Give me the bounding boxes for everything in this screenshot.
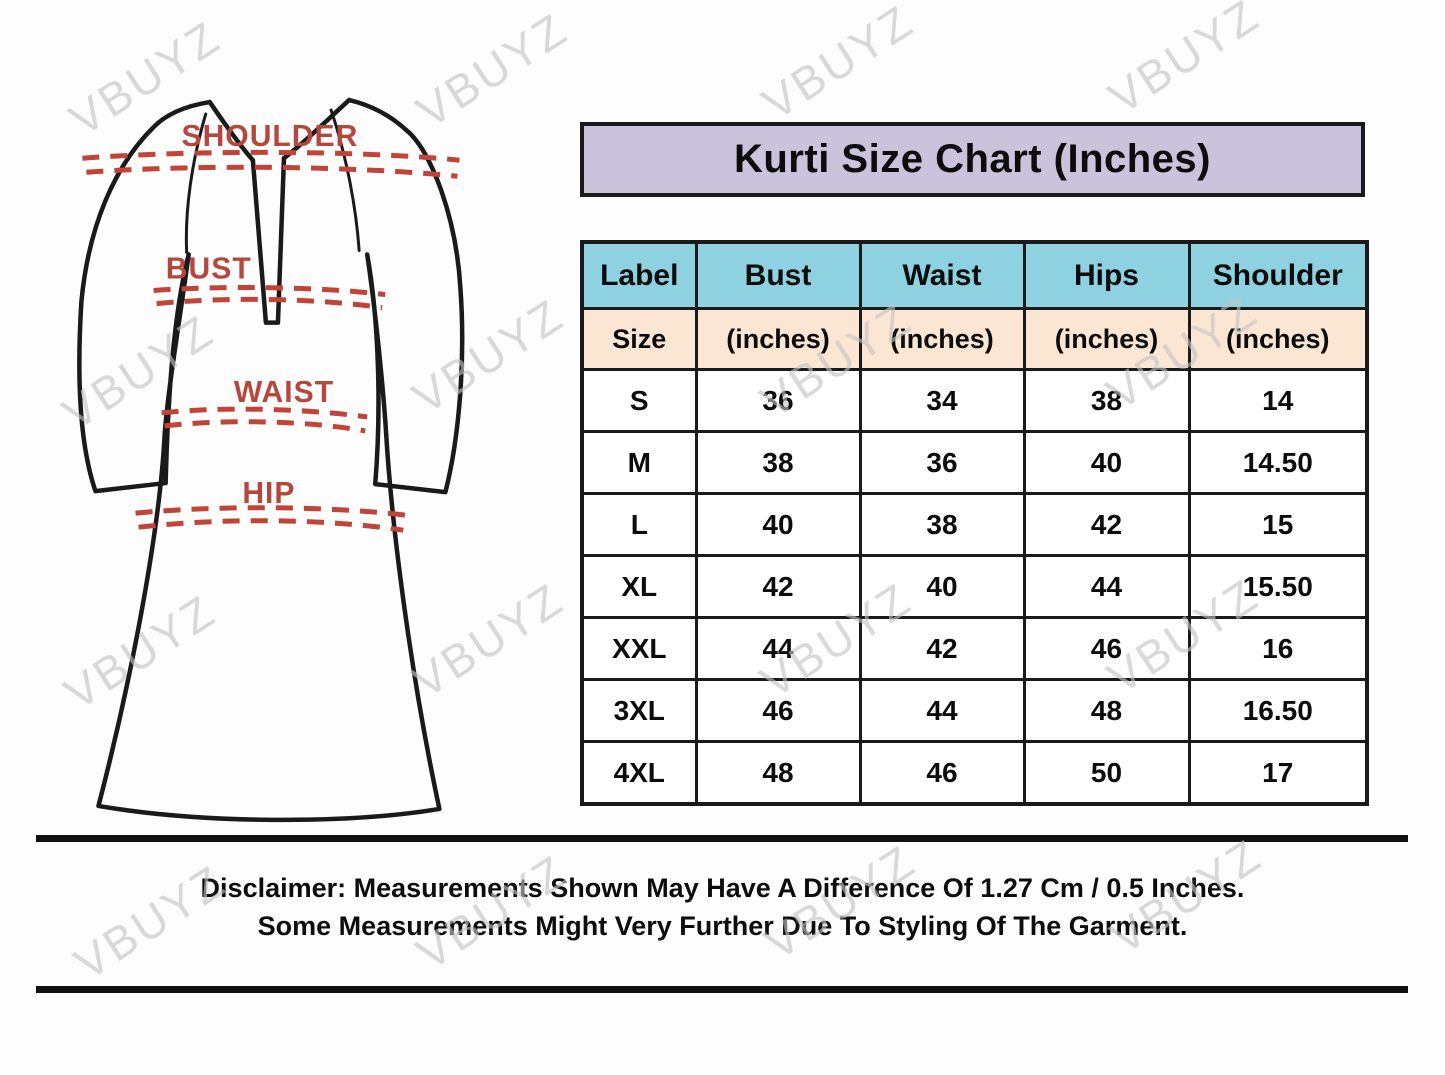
size-row: 3XL 46 44 48 16.50 (580, 678, 1369, 743)
size-cell: 36 (694, 368, 862, 433)
kurti-outline-svg: SHOULDER BUST WAIST HIP (77, 97, 465, 823)
page-title: Kurti Size Chart (Inches) (580, 122, 1365, 197)
size-cell: S (580, 368, 698, 433)
subheader-inches-3: (inches) (1022, 307, 1191, 371)
col-header-bust: Bust (694, 240, 862, 310)
size-cell: 16.50 (1187, 678, 1369, 743)
size-cell: 3XL (580, 678, 698, 743)
col-header-hips: Hips (1022, 240, 1191, 310)
table-subheader-row: Size (inches) (inches) (inches) (inches) (580, 307, 1369, 371)
size-cell: XXL (580, 616, 698, 681)
size-cell: XL (580, 554, 698, 619)
size-row: S 36 34 38 14 (580, 368, 1369, 433)
bust-measure-line (153, 284, 386, 298)
size-cell: 15 (1187, 492, 1369, 557)
size-row: M 38 36 40 14.50 (580, 430, 1369, 495)
col-header-shoulder: Shoulder (1187, 240, 1369, 310)
size-cell: 42 (1022, 492, 1191, 557)
shoulder-measure-line (82, 149, 460, 163)
size-cell: 40 (1022, 430, 1191, 495)
col-header-waist: Waist (858, 240, 1026, 310)
armhole-seam-right (329, 108, 361, 252)
size-cell: 42 (694, 554, 862, 619)
size-cell: 46 (858, 740, 1026, 806)
disclaimer: Disclaimer: Measurements Shown May Have … (0, 869, 1445, 945)
hip-measure-line2 (138, 518, 404, 533)
size-chart: Label Bust Waist Hips Shoulder Size (inc… (580, 240, 1369, 806)
divider-rule-bottom (36, 986, 1408, 993)
vbuyz-watermark: VBUYZ (1440, 0, 1445, 128)
hip-measure-line (135, 505, 406, 518)
size-row: 4XL 48 46 50 17 (580, 740, 1369, 806)
size-cell: 42 (858, 616, 1026, 681)
subheader-inches-1: (inches) (694, 307, 862, 371)
hip-label: HIP (242, 477, 295, 510)
vbuyz-watermark: VBUYZ (753, 0, 923, 130)
size-cell: 34 (858, 368, 1026, 433)
bust-measure-line2 (156, 296, 383, 311)
disclaimer-line-2: Some Measurements Might Very Further Due… (257, 911, 1188, 941)
collar-line-left (207, 99, 256, 163)
size-cell: 38 (694, 430, 862, 495)
size-cell: 48 (694, 740, 862, 806)
vbuyz-watermark: VBUYZ (1099, 0, 1269, 124)
size-cell: 44 (694, 616, 862, 681)
subheader-size: Size (580, 307, 698, 371)
disclaimer-line-1: Disclaimer: Measurements Shown May Have … (200, 873, 1245, 903)
waist-label: WAIST (234, 376, 334, 409)
size-row: XL 42 40 44 15.50 (580, 554, 1369, 619)
table-header-row: Label Bust Waist Hips Shoulder (580, 240, 1369, 310)
size-cell: 46 (694, 678, 862, 743)
shoulder-label: SHOULDER (182, 120, 359, 153)
size-cell: 16 (1187, 616, 1369, 681)
size-cell: 14 (1187, 368, 1369, 433)
size-cell: M (580, 430, 698, 495)
kurti-diagram: SHOULDER BUST WAIST HIP (68, 86, 530, 828)
col-header-label: Label (580, 240, 698, 310)
waist-measure-line (161, 406, 368, 420)
size-row: XXL 44 42 46 16 (580, 616, 1369, 681)
size-cell: 44 (858, 678, 1026, 743)
shoulder-measure-line2 (86, 164, 458, 179)
size-cell: 17 (1187, 740, 1369, 806)
size-cell: 50 (1022, 740, 1191, 806)
size-cell: 14.50 (1187, 430, 1369, 495)
neck-slit (250, 155, 287, 325)
size-cell: 38 (1022, 368, 1191, 433)
subheader-inches-2: (inches) (858, 307, 1026, 371)
size-row: L 40 38 42 15 (580, 492, 1369, 557)
size-cell: 44 (1022, 554, 1191, 619)
size-cell: 46 (1022, 616, 1191, 681)
waist-measure-line2 (164, 419, 366, 434)
size-cell: 38 (858, 492, 1026, 557)
size-cell: 48 (1022, 678, 1191, 743)
size-table: Label Bust Waist Hips Shoulder Size (inc… (580, 240, 1369, 806)
size-cell: 40 (694, 492, 862, 557)
size-cell: L (580, 492, 698, 557)
armhole-seam-left (184, 112, 208, 254)
garment-silhouette (77, 97, 465, 823)
size-cell: 15.50 (1187, 554, 1369, 619)
subheader-inches-4: (inches) (1187, 307, 1369, 371)
size-cell: 4XL (580, 740, 698, 806)
size-cell: 40 (858, 554, 1026, 619)
bust-label: BUST (166, 253, 252, 286)
divider-rule-top (36, 835, 1408, 842)
size-table-body: S 36 34 38 14 M 38 36 40 14.50 L 40 38 42 15 XL 42 40 44 15… (580, 368, 1369, 806)
size-cell: 36 (858, 430, 1026, 495)
